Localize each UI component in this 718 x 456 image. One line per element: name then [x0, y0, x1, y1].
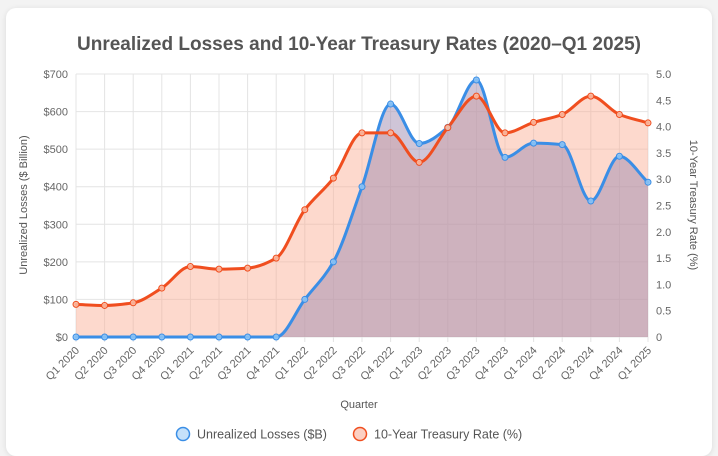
point-unrealized-losses: [472, 76, 480, 84]
y-tick-label: $200: [44, 257, 68, 269]
point-treasury-rate: [558, 111, 566, 119]
legend-swatch-unrealized-losses: [175, 426, 191, 442]
point-treasury-rate: [587, 92, 595, 100]
point-unrealized-losses: [329, 258, 337, 266]
point-treasury-rate: [72, 300, 80, 308]
y2-tick-label: 2.0: [656, 227, 671, 239]
point-unrealized-losses: [101, 333, 109, 341]
point-treasury-rate: [530, 118, 538, 126]
chart-title: Unrealized Losses and 10-Year Treasury R…: [77, 34, 641, 55]
y2-tick-label: 0.5: [656, 306, 671, 318]
point-treasury-rate: [472, 92, 480, 100]
point-unrealized-losses: [587, 197, 595, 205]
series-points: [72, 76, 652, 341]
point-treasury-rate: [501, 129, 509, 137]
y2-tick-label: 1.5: [656, 253, 671, 265]
y2-axis-label: 10-Year Treasury Rate (%): [687, 140, 699, 270]
point-unrealized-losses: [387, 100, 395, 108]
point-treasury-rate: [644, 119, 652, 127]
y-axis-ticks: $0 $100 $200 $300 $400 $500 $600 $700: [44, 69, 68, 344]
point-treasury-rate: [387, 129, 395, 137]
legend-item-treasury-rate[interactable]: 10-Year Treasury Rate (%): [352, 426, 523, 442]
y-tick-label: $100: [44, 294, 68, 306]
point-treasury-rate: [301, 206, 309, 214]
point-unrealized-losses: [530, 139, 538, 147]
point-treasury-rate: [272, 254, 280, 262]
point-unrealized-losses: [358, 183, 366, 191]
point-treasury-rate: [158, 284, 166, 292]
y-tick-label: $600: [44, 107, 68, 119]
line-unrealized-losses: [74, 78, 650, 339]
point-unrealized-losses: [244, 333, 252, 341]
point-treasury-rate: [444, 124, 452, 132]
y-tick-label: $400: [44, 182, 68, 194]
point-unrealized-losses: [129, 333, 137, 341]
y2-tick-label: 0: [656, 332, 662, 344]
y2-tick-label: 3.5: [656, 148, 671, 160]
legend: Unrealized Losses ($B) 10-Year Treasury …: [175, 426, 523, 442]
legend-label-unrealized-losses: Unrealized Losses ($B): [197, 428, 327, 442]
point-unrealized-losses: [158, 333, 166, 341]
y2-tick-label: 3.0: [656, 174, 671, 186]
point-treasury-rate: [186, 263, 194, 271]
point-treasury-rate: [101, 301, 109, 309]
y2-tick-label: 4.5: [656, 95, 671, 107]
point-unrealized-losses: [415, 140, 423, 148]
point-unrealized-losses: [215, 333, 223, 341]
legend-swatch-treasury-rate: [352, 426, 368, 442]
point-treasury-rate: [215, 265, 223, 273]
point-unrealized-losses: [186, 333, 194, 341]
y-tick-label: $500: [44, 144, 68, 156]
y2-tick-label: 2.5: [656, 201, 671, 213]
point-treasury-rate: [615, 111, 623, 119]
point-unrealized-losses: [644, 178, 652, 186]
y-axis-label: Unrealized Losses ($ Billion): [18, 135, 30, 274]
area-unrealized-losses: [76, 80, 648, 338]
y2-axis-ticks: 0 0.5 1.0 1.5 2.0 2.5 3.0 3.5 4.0 4.5 5.0: [656, 69, 671, 344]
point-unrealized-losses: [72, 333, 80, 341]
point-treasury-rate: [129, 299, 137, 307]
legend-item-unrealized-losses[interactable]: Unrealized Losses ($B): [175, 426, 327, 442]
point-treasury-rate: [358, 129, 366, 137]
y2-tick-label: 4.0: [656, 122, 671, 134]
y2-tick-label: 1.0: [656, 279, 671, 291]
point-unrealized-losses: [615, 152, 623, 160]
point-unrealized-losses: [272, 333, 280, 341]
point-treasury-rate: [415, 158, 423, 166]
point-unrealized-losses: [501, 153, 509, 161]
legend-label-treasury-rate: 10-Year Treasury Rate (%): [374, 428, 522, 442]
point-unrealized-losses: [558, 141, 566, 149]
y-tick-label: $700: [44, 69, 68, 81]
point-treasury-rate: [244, 264, 252, 272]
y-tick-label: $0: [56, 332, 68, 344]
y-tick-label: $300: [44, 219, 68, 231]
y2-tick-label: 5.0: [656, 69, 671, 81]
point-unrealized-losses: [301, 295, 309, 303]
x-axis-label: Quarter: [340, 399, 378, 411]
point-treasury-rate: [329, 174, 337, 182]
